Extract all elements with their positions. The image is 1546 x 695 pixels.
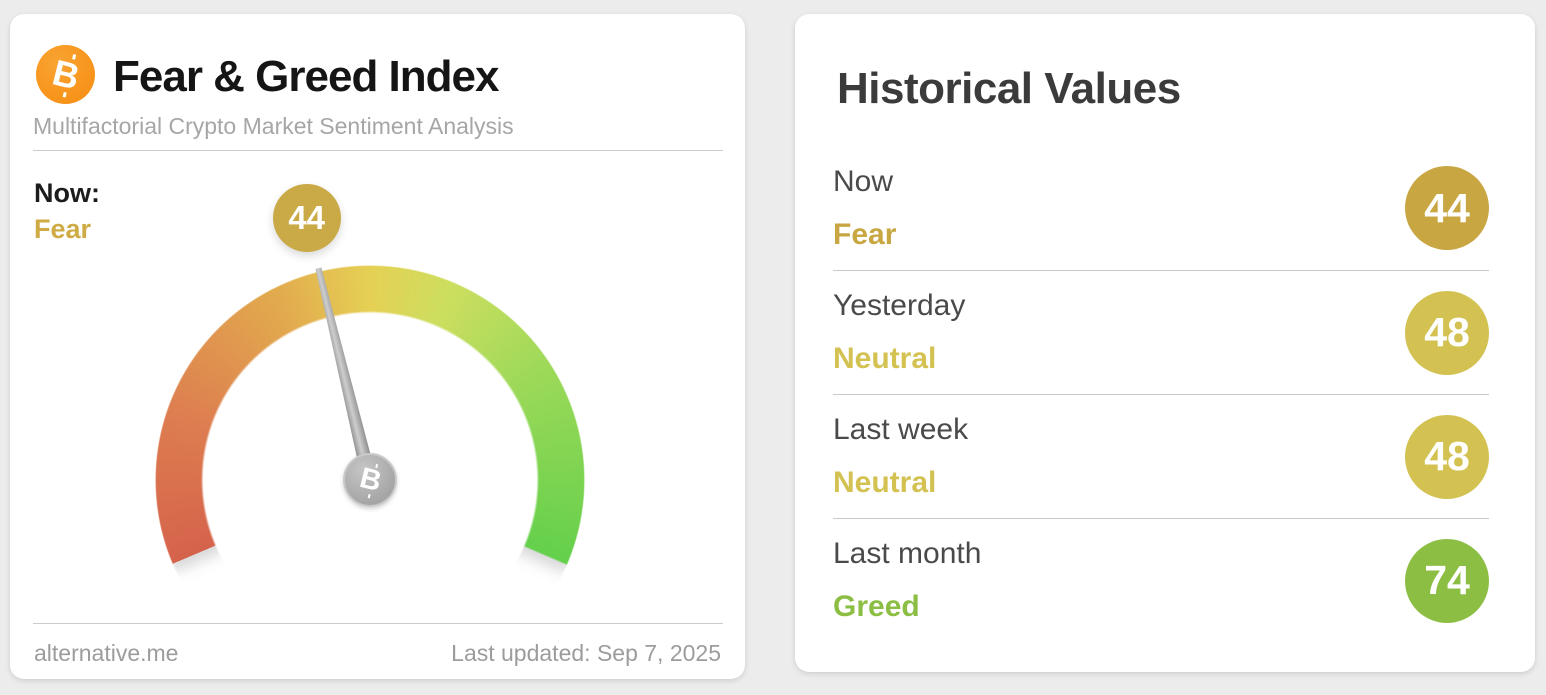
row-classification: Fear bbox=[833, 217, 897, 251]
bitcoin-logo: B bbox=[36, 45, 95, 104]
row-classification: Neutral bbox=[833, 466, 937, 499]
now-label: Now: bbox=[34, 178, 100, 208]
header-divider bbox=[33, 150, 723, 151]
row-label: Now bbox=[833, 164, 894, 198]
historical-row-now: Now Fear 44 bbox=[833, 146, 1489, 270]
row-value-badge: 44 bbox=[1405, 166, 1489, 250]
gauge-value-badge: 44 bbox=[272, 183, 341, 252]
row-value-badge: 74 bbox=[1405, 538, 1489, 623]
last-updated-text: Last updated: Sep 7, 2025 bbox=[451, 640, 721, 666]
alternative-me-link[interactable]: alternative.me bbox=[34, 640, 179, 666]
historical-row-last-week: Last week Neutral 48 bbox=[833, 394, 1489, 518]
bitcoin-icon: B bbox=[356, 461, 385, 499]
row-label: Yesterday bbox=[833, 289, 966, 322]
row-value-badge: 48 bbox=[1405, 290, 1489, 375]
historical-rows: Now Fear 44 Yesterday Neutral 48 Last we… bbox=[833, 146, 1489, 642]
bitcoin-icon: B bbox=[48, 50, 84, 98]
card-title: Fear & Greed Index bbox=[113, 52, 499, 101]
footer-divider bbox=[33, 623, 723, 624]
historical-row-yesterday: Yesterday Neutral 48 bbox=[833, 270, 1489, 394]
historical-row-last-month: Last month Greed 74 bbox=[833, 518, 1489, 642]
historical-values-title: Historical Values bbox=[837, 64, 1181, 113]
row-classification: Neutral bbox=[833, 342, 937, 375]
row-label: Last week bbox=[833, 413, 969, 446]
card-subtitle: Multifactorial Crypto Market Sentiment A… bbox=[33, 113, 514, 139]
gauge-hub: B bbox=[343, 453, 397, 507]
row-label: Last month bbox=[833, 537, 982, 570]
fear-greed-index-card: B Fear & Greed Index Multifactorial Cryp… bbox=[10, 14, 745, 695]
row-classification: Greed bbox=[833, 590, 920, 623]
historical-values-card: Historical Values Now Fear 44 Yesterday … bbox=[795, 14, 1535, 672]
row-value-badge: 48 bbox=[1405, 414, 1489, 499]
now-classification: Fear bbox=[34, 214, 92, 244]
